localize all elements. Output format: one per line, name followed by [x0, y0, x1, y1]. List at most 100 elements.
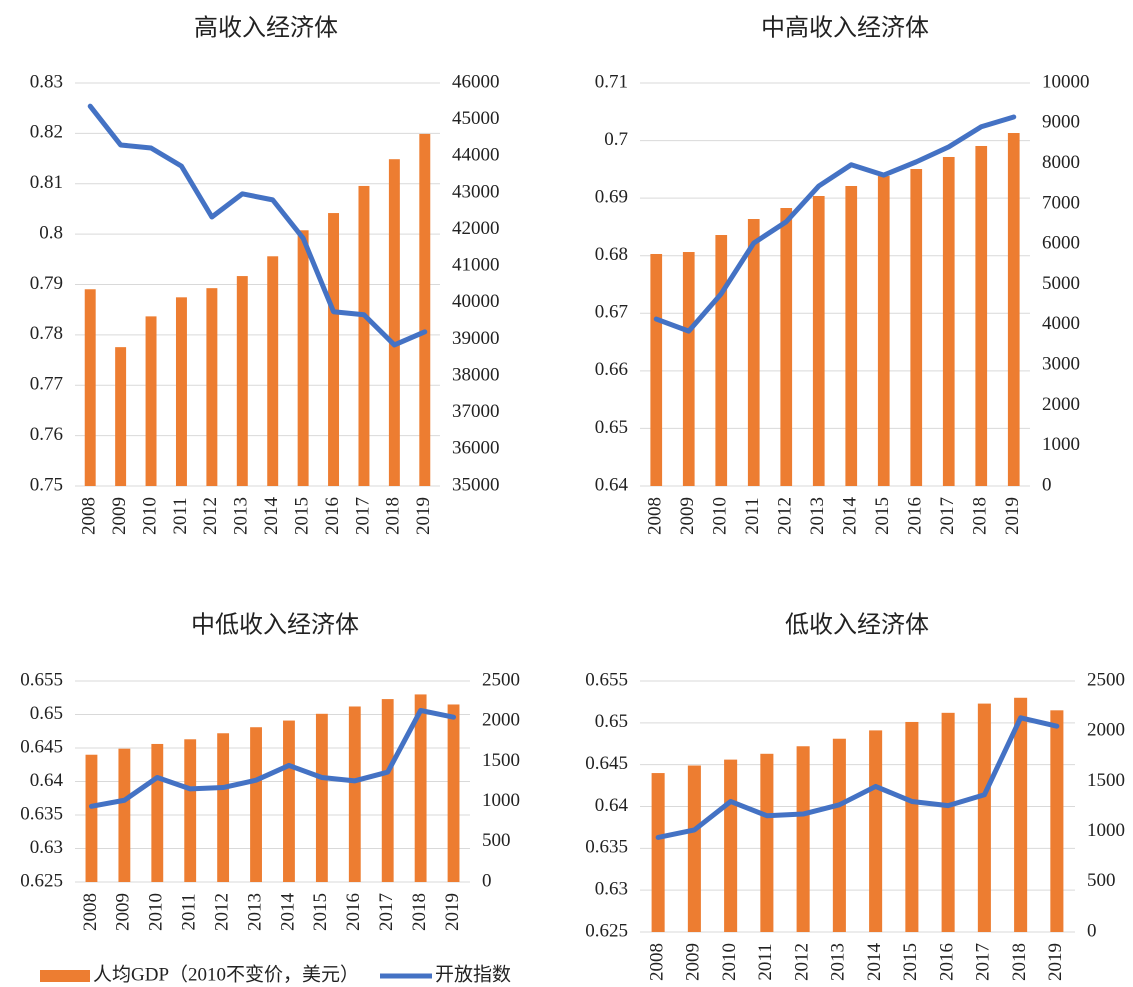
- x-tick-label: 2013: [231, 497, 252, 535]
- y2-tick-label: 41000: [452, 255, 500, 276]
- line: [655, 715, 1060, 840]
- bar: [977, 703, 991, 932]
- y-tick-label: 0.65: [595, 417, 628, 438]
- y-tick-label: 0.77: [30, 374, 63, 395]
- y2-tick-label: 1500: [1087, 770, 1125, 791]
- bar: [328, 213, 340, 487]
- y-tick-label: 0.69: [595, 187, 628, 208]
- x-tick-label: 2015: [872, 497, 893, 535]
- bar: [760, 753, 774, 932]
- x-tick-label: 2017: [937, 497, 958, 535]
- bar: [236, 276, 248, 486]
- x-tick-label: 2017: [973, 943, 994, 981]
- y-tick-label: 0.66: [595, 359, 628, 380]
- y2-tick-label: 43000: [452, 181, 500, 202]
- y-tick-label: 0.79: [30, 273, 63, 294]
- y2-tick-label: 36000: [452, 438, 500, 459]
- bar: [381, 699, 394, 882]
- bar: [1007, 133, 1020, 486]
- bar: [118, 748, 131, 882]
- y-tick-label: 0.63: [595, 879, 628, 900]
- x-tick-label: 2010: [710, 497, 731, 535]
- x-tick-label: 2012: [200, 497, 221, 535]
- y2-tick-label: 37000: [452, 401, 500, 422]
- y-tick-label: 0.7: [604, 129, 628, 150]
- y-tick-label: 0.63: [30, 837, 63, 858]
- bar: [175, 297, 187, 486]
- x-tick-label: 2011: [742, 497, 763, 534]
- x-tick-label: 2009: [683, 943, 704, 981]
- x-tick-label: 2009: [109, 497, 130, 535]
- y2-tick-label: 35000: [452, 474, 500, 495]
- y2-tick-label: 6000: [1042, 233, 1080, 254]
- bar: [747, 219, 760, 486]
- y2-tick-label: 42000: [452, 218, 500, 239]
- bar: [724, 759, 738, 932]
- x-tick-label: 2013: [244, 893, 265, 931]
- y-tick-label: 0.83: [30, 71, 63, 92]
- chart-title: 中高收入经济体: [761, 15, 929, 42]
- chart-title: 高收入经济体: [194, 15, 338, 42]
- bar: [283, 720, 295, 882]
- bar: [942, 156, 955, 487]
- x-tick-label: 2012: [775, 497, 796, 535]
- y-tick-label: 0.64: [30, 770, 64, 791]
- bar: [975, 145, 988, 487]
- bar: [845, 186, 858, 486]
- bar: [796, 746, 810, 932]
- y2-tick-label: 46000: [452, 71, 500, 92]
- line: [653, 114, 1017, 334]
- bar: [151, 743, 164, 882]
- bar: [941, 712, 955, 932]
- x-tick-label: 2018: [970, 497, 991, 535]
- bar: [1014, 697, 1028, 932]
- y-tick-label: 0.645: [585, 753, 628, 774]
- y2-tick-label: 5000: [1042, 273, 1080, 294]
- x-tick-label: 2015: [310, 893, 331, 931]
- y-tick-label: 0.82: [30, 122, 63, 143]
- y2-tick-label: 2500: [1087, 669, 1125, 690]
- y-tick-label: 0.645: [20, 736, 63, 757]
- y2-tick-label: 500: [1087, 870, 1116, 891]
- y2-tick-label: 1000: [1042, 434, 1080, 455]
- x-tick-label: 2011: [755, 943, 776, 980]
- x-tick-label: 2015: [900, 943, 921, 981]
- chart-title: 中低收入经济体: [191, 612, 359, 639]
- x-tick-label: 2019: [413, 497, 434, 535]
- y-tick-label: 0.68: [595, 244, 628, 265]
- x-tick-label: 2008: [80, 893, 101, 931]
- bar: [877, 176, 890, 487]
- bar: [85, 754, 98, 882]
- x-tick-label: 2008: [646, 943, 667, 981]
- x-tick-label: 2018: [1009, 943, 1030, 981]
- x-tick-label: 2013: [807, 497, 828, 535]
- bar: [905, 721, 919, 932]
- x-tick-label: 2016: [322, 497, 343, 535]
- x-tick-label: 2018: [383, 497, 404, 535]
- y-tick-label: 0.655: [585, 669, 628, 690]
- x-tick-label: 2008: [79, 497, 100, 535]
- x-tick-label: 2019: [1045, 943, 1066, 981]
- legend-label: 人均GDP（2010不变价，美元）: [93, 963, 359, 985]
- x-tick-label: 2016: [936, 943, 957, 981]
- line: [88, 707, 457, 809]
- y-tick-label: 0.71: [595, 71, 628, 92]
- y2-tick-label: 4000: [1042, 313, 1080, 334]
- x-tick-label: 2016: [343, 893, 364, 931]
- y2-tick-label: 2000: [1087, 720, 1125, 741]
- y2-tick-label: 8000: [1042, 152, 1080, 173]
- x-tick-label: 2016: [905, 497, 926, 535]
- y2-tick-label: 38000: [452, 364, 500, 385]
- y2-tick-label: 39000: [452, 328, 500, 349]
- x-tick-label: 2014: [277, 893, 298, 932]
- bar: [388, 159, 400, 486]
- bar: [910, 169, 923, 487]
- y-tick-label: 0.635: [20, 803, 63, 824]
- y2-tick-label: 40000: [452, 291, 500, 312]
- x-tick-label: 2014: [840, 497, 861, 536]
- x-tick-label: 2018: [409, 893, 430, 931]
- bar: [1050, 710, 1064, 932]
- y2-tick-label: 45000: [452, 108, 500, 129]
- y-tick-label: 0.81: [30, 172, 63, 193]
- y-tick-label: 0.8: [39, 222, 63, 243]
